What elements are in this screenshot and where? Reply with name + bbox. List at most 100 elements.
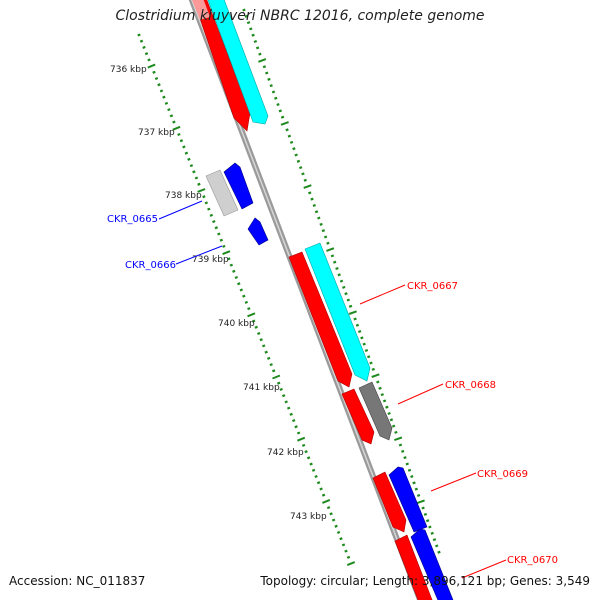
gene-label-ckr-0666[interactable]: CKR_0666	[125, 260, 176, 271]
minor-tick	[385, 405, 389, 409]
minor-tick	[179, 139, 184, 143]
forward-gene-feature[interactable]	[192, 0, 251, 132]
major-tick	[394, 436, 403, 442]
minor-tick	[321, 493, 326, 497]
minor-tick	[410, 475, 414, 479]
minor-tick	[360, 336, 364, 340]
minor-tick	[184, 151, 189, 155]
gene-label-ckr-0667[interactable]: CKR_0667	[407, 281, 458, 292]
minor-tick	[299, 166, 303, 170]
minor-tick	[391, 424, 396, 428]
forward-gene-feature[interactable]	[372, 471, 407, 533]
minor-tick	[339, 537, 343, 541]
minor-tick	[326, 506, 331, 510]
minor-tick	[357, 330, 362, 334]
tick-label: 740 kbp	[218, 319, 255, 329]
minor-tick	[364, 348, 369, 352]
minor-tick	[289, 412, 293, 416]
gene-label-ckr-0668[interactable]: CKR_0668	[445, 380, 496, 391]
tick-label: 742 kbp	[267, 448, 304, 458]
forward-gene-feature[interactable]	[341, 388, 375, 445]
minor-tick	[378, 386, 382, 390]
reverse-gene-feature[interactable]	[223, 162, 254, 210]
minor-tick	[344, 549, 348, 553]
minor-tick	[187, 157, 191, 161]
minor-tick	[247, 307, 251, 311]
minor-tick	[316, 481, 321, 485]
major-tick	[348, 310, 357, 315]
gene-label-ckr-0669[interactable]: CKR_0669	[477, 469, 528, 480]
minor-tick	[432, 538, 437, 542]
minor-tick	[323, 235, 328, 239]
minor-tick	[207, 207, 211, 211]
forward-gene-feature[interactable]	[394, 534, 434, 600]
major-tick	[280, 121, 289, 126]
minor-tick	[308, 191, 312, 195]
minor-tick	[314, 210, 319, 214]
minor-tick	[412, 481, 416, 485]
minor-tick	[162, 95, 166, 99]
minor-tick	[167, 108, 171, 112]
minor-tick	[244, 300, 248, 304]
minor-tick	[152, 70, 156, 74]
minor-tick	[219, 238, 223, 242]
minor-tick	[246, 21, 251, 25]
reverse-gene-feature[interactable]	[410, 528, 455, 600]
minor-tick	[301, 172, 305, 176]
major-tick	[326, 247, 335, 252]
minor-tick	[425, 519, 430, 523]
minor-tick	[423, 512, 428, 516]
major-tick	[197, 188, 206, 193]
minor-tick	[387, 411, 391, 416]
minor-tick	[329, 512, 333, 516]
minor-tick	[430, 531, 434, 535]
gene-label-ckr-0665[interactable]: CKR_0665	[107, 214, 158, 225]
minor-tick	[317, 216, 321, 220]
minor-tick	[303, 178, 307, 182]
reverse-gene-feature[interactable]	[388, 466, 428, 533]
minor-tick	[403, 456, 407, 460]
rna-feature[interactable]	[205, 0, 269, 125]
minor-tick	[272, 369, 276, 373]
minor-tick	[437, 550, 441, 554]
minor-tick	[281, 394, 286, 398]
minor-tick	[274, 96, 278, 100]
minor-tick	[271, 90, 276, 94]
rna-feature[interactable]	[304, 242, 371, 382]
minor-tick	[137, 33, 141, 37]
minor-tick	[255, 46, 260, 50]
minor-tick	[159, 89, 164, 93]
minor-tick	[204, 201, 208, 205]
minor-tick	[280, 115, 285, 119]
minor-tick	[291, 418, 296, 423]
minor-tick	[276, 103, 280, 107]
minor-tick	[279, 387, 283, 392]
minor-tick	[157, 83, 161, 87]
reverse-gene-feature[interactable]	[247, 217, 269, 246]
minor-tick	[287, 406, 291, 410]
major-tick	[147, 63, 156, 69]
minor-tick	[269, 363, 273, 367]
tick-label: 739 kbp	[192, 255, 229, 265]
minor-tick	[289, 140, 294, 144]
pseudogene-feature[interactable]	[358, 381, 393, 441]
forward-gene-feature[interactable]	[190, 0, 210, 20]
gene-label-ckr-0670[interactable]: CKR_0670	[507, 555, 558, 566]
minor-tick	[139, 39, 144, 43]
pseudogene-feature[interactable]	[205, 169, 239, 217]
tick-labels: 736 kbp 737 kbp 738 kbp 739 kbp 740 kbp …	[110, 65, 327, 522]
minor-tick	[251, 33, 255, 37]
minor-tick	[367, 355, 371, 359]
minor-tick	[339, 279, 344, 283]
minor-tick	[435, 544, 439, 548]
minor-tick	[142, 45, 146, 50]
inner-tick-marks	[137, 33, 356, 567]
minor-tick	[164, 101, 169, 105]
major-tick	[297, 436, 306, 442]
minor-tick	[428, 525, 432, 529]
minor-tick	[394, 430, 398, 434]
minor-tick	[382, 399, 387, 403]
forward-gene-feature[interactable]	[288, 251, 353, 388]
minor-tick	[229, 263, 233, 267]
minor-tick	[355, 323, 360, 327]
